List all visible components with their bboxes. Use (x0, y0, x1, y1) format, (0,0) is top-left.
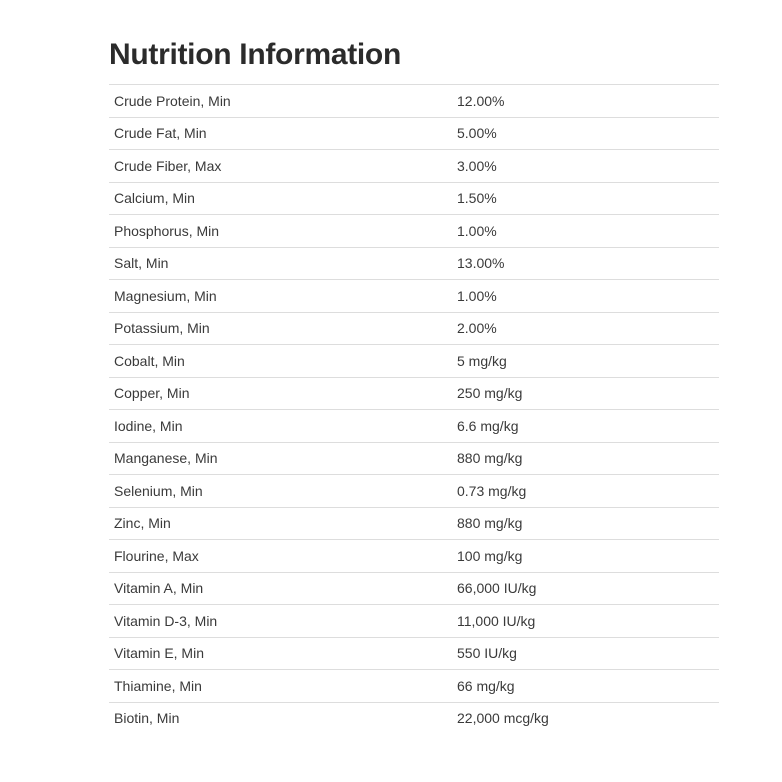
nutrient-value: 3.00% (452, 149, 719, 182)
table-row: Calcium, Min 1.50% (109, 181, 719, 215)
nutrient-value: 66,000 IU/kg (452, 571, 719, 605)
table-row: Selenium, Min 0.73 mg/kg (109, 474, 719, 507)
nutrient-value: 13.00% (452, 246, 719, 280)
table-row: Vitamin D-3, Min 11,000 IU/kg (109, 604, 719, 637)
table-row: Phosphorus, Min 1.00% (109, 214, 719, 247)
nutrient-label: Copper, Min (109, 376, 452, 410)
nutrient-label: Vitamin A, Min (109, 571, 452, 605)
table-row: Potassium, Min 2.00% (109, 311, 719, 345)
table-row: Crude Fat, Min 5.00% (109, 116, 719, 150)
nutrient-value: 12.00% (452, 84, 719, 117)
table-row: Flourine, Max 100 mg/kg (109, 539, 719, 572)
nutrient-value: 1.00% (452, 214, 719, 247)
nutrient-label: Magnesium, Min (109, 279, 452, 312)
nutrient-label: Iodine, Min (109, 409, 452, 442)
nutrient-value: 100 mg/kg (452, 539, 719, 572)
nutrient-label: Crude Protein, Min (109, 84, 452, 117)
nutrient-value: 11,000 IU/kg (452, 604, 719, 637)
nutrition-table: Crude Protein, Min 12.00% Crude Fat, Min 5.… (109, 84, 719, 734)
table-row: Zinc, Min 880 mg/kg (109, 506, 719, 540)
nutrient-label: Biotin, Min (109, 701, 452, 734)
nutrient-value: 5.00% (452, 116, 719, 150)
nutrient-label: Zinc, Min (109, 506, 452, 540)
table-row: Cobalt, Min 5 mg/kg (109, 344, 719, 377)
table-row: Copper, Min 250 mg/kg (109, 376, 719, 410)
table-row: Biotin, Min 22,000 mcg/kg (109, 701, 719, 734)
table-row: Vitamin A, Min 66,000 IU/kg (109, 571, 719, 605)
table-row: Thiamine, Min 66 mg/kg (109, 669, 719, 702)
nutrient-label: Flourine, Max (109, 539, 452, 572)
nutrient-label: Phosphorus, Min (109, 214, 452, 247)
nutrient-value: 5 mg/kg (452, 344, 719, 377)
nutrient-label: Selenium, Min (109, 474, 452, 507)
page-title: Nutrition Information (109, 38, 401, 71)
table-row: Manganese, Min 880 mg/kg (109, 441, 719, 475)
nutrient-value: 550 IU/kg (452, 636, 719, 670)
nutrient-value: 1.00% (452, 279, 719, 312)
nutrient-label: Calcium, Min (109, 181, 452, 215)
nutrient-value: 250 mg/kg (452, 376, 719, 410)
nutrient-label: Manganese, Min (109, 441, 452, 475)
nutrient-label: Cobalt, Min (109, 344, 452, 377)
nutrient-label: Crude Fiber, Max (109, 149, 452, 182)
nutrient-value: 0.73 mg/kg (452, 474, 719, 507)
nutrient-value: 66 mg/kg (452, 669, 719, 702)
table-row: Crude Protein, Min 12.00% (109, 84, 719, 117)
nutrient-value: 2.00% (452, 311, 719, 345)
nutrient-value: 880 mg/kg (452, 506, 719, 540)
nutrient-label: Thiamine, Min (109, 669, 452, 702)
table-row: Crude Fiber, Max 3.00% (109, 149, 719, 182)
nutrient-value: 22,000 mcg/kg (452, 701, 719, 734)
nutrient-label: Vitamin E, Min (109, 636, 452, 670)
table-row: Salt, Min 13.00% (109, 246, 719, 280)
nutrient-label: Potassium, Min (109, 311, 452, 345)
nutrient-value: 880 mg/kg (452, 441, 719, 475)
nutrient-label: Vitamin D-3, Min (109, 604, 452, 637)
nutrient-label: Crude Fat, Min (109, 116, 452, 150)
nutrient-value: 6.6 mg/kg (452, 409, 719, 442)
table-row: Vitamin E, Min 550 IU/kg (109, 636, 719, 670)
table-row: Iodine, Min 6.6 mg/kg (109, 409, 719, 442)
nutrient-label: Salt, Min (109, 246, 452, 280)
nutrient-value: 1.50% (452, 181, 719, 215)
table-row: Magnesium, Min 1.00% (109, 279, 719, 312)
